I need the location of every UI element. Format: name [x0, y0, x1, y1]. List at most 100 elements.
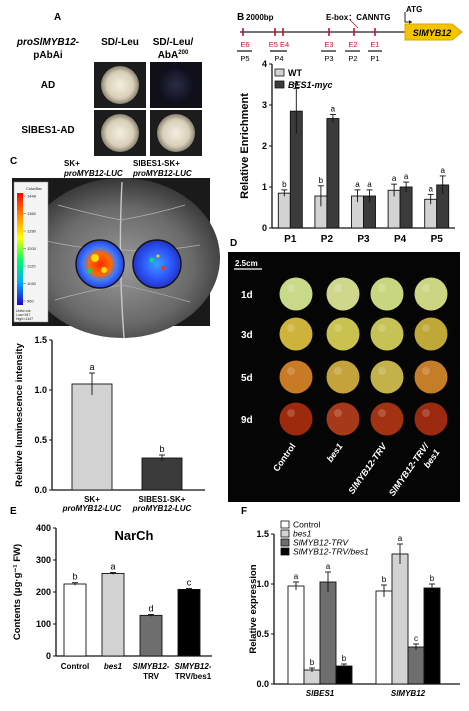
panel-c-label-left: SK+ [64, 159, 80, 168]
scale-2-5cm: 2.5cm [235, 259, 258, 268]
colorbar-ticks: 1448 1360 1280 1200 1120 1040 960 [23, 194, 37, 304]
site-e3: E3 [324, 40, 333, 49]
SlMYB12-TRV/bes1-SlMYB12-bar [423, 587, 441, 685]
y-tick-label: 0.0 [256, 679, 269, 689]
y-axis-label: Relative expression [248, 564, 259, 653]
legend-label: bes1 [293, 529, 312, 539]
y-tick-label: 0.0 [34, 485, 47, 495]
day-1d: 1d [241, 290, 253, 301]
atg-label: ATG [406, 5, 422, 14]
fruit-highlight [422, 324, 430, 332]
colorbar-foot-2: Low=947 [16, 313, 30, 317]
chart-e-3-bar [177, 588, 201, 657]
fruit-highlight [287, 284, 295, 292]
fruit [326, 360, 360, 394]
y-tick-label: 4 [262, 59, 267, 69]
BES1-myc-P3-letter: a [367, 180, 372, 189]
panel-c-label-right: SlBES1-SK+ [133, 159, 180, 168]
fruit-highlight [422, 367, 430, 375]
scale-2000bp: 2000bp [246, 13, 274, 22]
panel-a-row1: AD [41, 80, 55, 91]
fruit [326, 317, 360, 351]
x-tick-label-P5: P5 [431, 234, 444, 245]
y-tick-label: 0.5 [256, 629, 269, 639]
SlMYB12-TRV-SlBES1-letter: a [326, 562, 331, 571]
chart-c-0-letter: a [89, 362, 94, 372]
fruit [279, 317, 313, 351]
colorbar-tick-label: 1280 [27, 229, 37, 234]
colorbar-tick-label: 1448 [27, 194, 37, 199]
yeast-plates [94, 62, 202, 156]
BES1-myc-P2-letter: a [331, 104, 336, 113]
panel-label-e: E [10, 506, 17, 517]
chart-f: 0.0 0.5 1.0 1.5 Relative expression a b a b SlBES… [248, 520, 460, 698]
SlMYB12-TRV/bes1-SlMYB12-letter: b [430, 574, 435, 583]
legend-wt: WT [288, 68, 302, 78]
fruit [414, 277, 448, 311]
Control-SlBES1-letter: a [294, 572, 299, 581]
chart-e-0-bar [63, 583, 87, 657]
WT-P4-letter: a [392, 174, 397, 183]
fruit-highlight [422, 409, 430, 417]
x-tick-label-line2: proMYB12-LUC [132, 504, 192, 513]
bes1-SlMYB12-bar [391, 553, 409, 685]
y-tick-label: 400 [36, 523, 51, 533]
BES1-myc-P4-letter: a [404, 172, 409, 181]
chart-e-2-bar [139, 614, 163, 657]
panel-a-row-title: proSlMYB12- [16, 37, 80, 48]
fruit [326, 402, 360, 436]
x-tick-label-line2: proMYB12-LUC [62, 504, 122, 513]
fruit [370, 360, 404, 394]
fruit [414, 360, 448, 394]
chart-e-1-letter: a [110, 561, 115, 571]
legend-swatch [280, 538, 290, 547]
colorbar-tick-label: 1040 [27, 281, 37, 286]
BES1-myc-P4-bar [399, 186, 413, 229]
colorbar-tick-label: 1360 [27, 211, 37, 216]
legend-label: SlMYB12-TRV [293, 538, 349, 548]
fruit-highlight [334, 409, 342, 417]
y-tick-label: 0 [262, 223, 267, 233]
x-tick-label: TRV/bes1 [175, 672, 212, 681]
fruit-highlight [422, 284, 430, 292]
fruit-highlight [334, 284, 342, 292]
panel-label-a: A [54, 12, 61, 23]
SlMYB12-TRV/bes1-SlBES1-letter: b [342, 654, 347, 663]
WT-P5-letter: a [428, 184, 433, 193]
fruit-highlight [378, 409, 386, 417]
chart-c: 0.0 0.5 1.0 1.5 Relative luminescence intens… [14, 335, 205, 513]
fruit [414, 402, 448, 436]
probe-p2: P2 [348, 54, 357, 63]
panel-a-row2: SlBES1-AD [21, 125, 74, 136]
fruit [370, 277, 404, 311]
site-e6: E6 [240, 40, 249, 49]
BES1-myc-P5-letter: a [440, 166, 445, 175]
Control-SlBES1-bar [287, 585, 305, 685]
bes1-SlBES1-bar [303, 669, 321, 685]
WT-P1-bar [277, 192, 291, 229]
fruit-highlight [334, 324, 342, 332]
day-5d: 5d [241, 373, 253, 384]
colorbar-title: ColorBar [26, 186, 42, 191]
fruit-grid [279, 277, 448, 436]
y-tick-label: 1 [262, 182, 267, 192]
panel-c-label-right-2: proMYB12-LUC [132, 169, 192, 178]
BES1-myc-P2-bar [326, 118, 340, 229]
colorbar-foot-1: Units=cts [16, 309, 31, 313]
panel-label-f: F [241, 506, 247, 517]
x-tick-label-SlBES1: SlBES1 [306, 689, 335, 698]
legend-swatch [280, 520, 290, 529]
SlMYB12-TRV-SlMYB12-bar [407, 646, 425, 685]
x-tick-label: bes1 [104, 662, 123, 671]
panel-a-col2-b: AbA200 [158, 50, 189, 61]
colorbar-foot-3: High=1447 [16, 317, 33, 321]
site-e1: E1 [370, 40, 379, 49]
chart-e-0-letter: b [72, 572, 77, 582]
site-e5e4: E5 E4 [269, 40, 289, 49]
y-axis-label: Relative luminescence intensity [14, 342, 25, 486]
x-tick-label-P1: P1 [284, 234, 297, 245]
y-tick-label: 3 [262, 100, 267, 110]
y-tick-label: 2 [262, 141, 267, 151]
fruit-highlight [287, 409, 295, 417]
